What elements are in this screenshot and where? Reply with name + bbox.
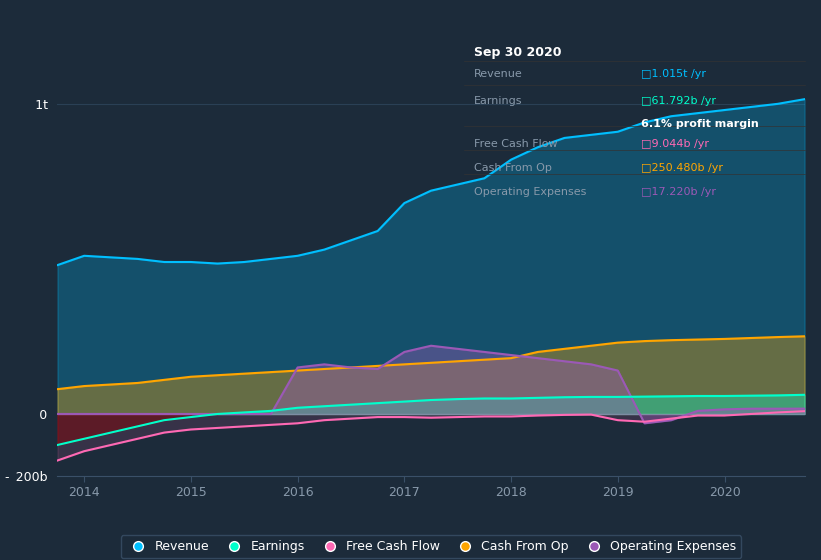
Text: □17.220b /yr: □17.220b /yr: [641, 187, 716, 197]
Text: Earnings: Earnings: [474, 96, 523, 106]
Text: 6.1% profit margin: 6.1% profit margin: [641, 119, 759, 129]
Text: □1.015t /yr: □1.015t /yr: [641, 69, 706, 78]
Text: □250.480b /yr: □250.480b /yr: [641, 163, 723, 173]
Text: Revenue: Revenue: [474, 69, 523, 78]
Text: □61.792b /yr: □61.792b /yr: [641, 96, 716, 106]
Legend: Revenue, Earnings, Free Cash Flow, Cash From Op, Operating Expenses: Revenue, Earnings, Free Cash Flow, Cash …: [121, 535, 741, 558]
Text: Free Cash Flow: Free Cash Flow: [474, 139, 557, 149]
Text: □9.044b /yr: □9.044b /yr: [641, 139, 709, 149]
Text: Operating Expenses: Operating Expenses: [474, 187, 586, 197]
Text: Cash From Op: Cash From Op: [474, 163, 552, 173]
Text: Sep 30 2020: Sep 30 2020: [474, 46, 562, 59]
